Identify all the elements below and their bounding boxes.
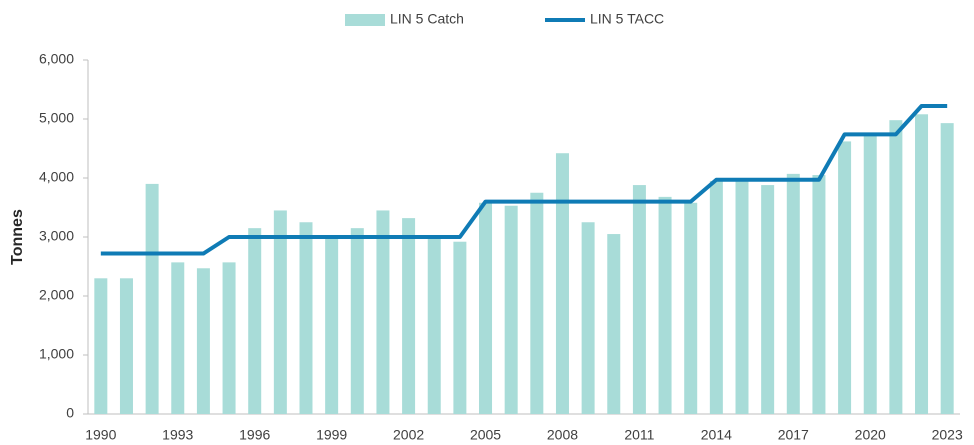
bar xyxy=(402,218,416,414)
bar xyxy=(581,222,595,414)
bar xyxy=(325,238,339,414)
y-tick-label: 5,000 xyxy=(39,110,74,126)
bar xyxy=(863,133,877,414)
bar xyxy=(196,268,210,414)
bar xyxy=(812,175,826,414)
bar xyxy=(786,173,800,414)
bar xyxy=(479,202,493,414)
x-tick-label: 1996 xyxy=(239,427,270,443)
bar xyxy=(299,222,313,414)
bar xyxy=(607,234,621,414)
x-tick-label: 2005 xyxy=(470,427,501,443)
bar xyxy=(171,262,185,414)
y-tick-label: 0 xyxy=(66,405,74,421)
legend-label: LIN 5 Catch xyxy=(390,11,464,27)
y-tick-label: 1,000 xyxy=(39,346,74,362)
bar xyxy=(940,123,954,414)
y-tick-label: 2,000 xyxy=(39,287,74,303)
bar xyxy=(145,183,159,414)
x-tick-label: 2017 xyxy=(778,427,809,443)
x-tick-label: 2008 xyxy=(547,427,578,443)
bar xyxy=(427,238,441,414)
bar xyxy=(453,241,467,414)
bar xyxy=(684,202,698,414)
bar xyxy=(761,185,775,414)
x-tick-label: 2011 xyxy=(624,427,654,443)
y-tick-label: 6,000 xyxy=(39,51,74,67)
bar xyxy=(222,262,236,414)
bar xyxy=(632,185,646,414)
bar xyxy=(504,205,518,414)
bar xyxy=(530,192,544,414)
bar xyxy=(273,210,287,414)
bar xyxy=(119,278,133,414)
line xyxy=(100,104,948,256)
x-tick-label: 2002 xyxy=(393,427,424,443)
x-tick-label: 1993 xyxy=(162,427,193,443)
bar xyxy=(915,114,929,414)
x-tick-label: 1999 xyxy=(316,427,347,443)
bar xyxy=(248,228,262,414)
bar xyxy=(94,278,108,414)
x-tick-label: 2014 xyxy=(701,427,732,443)
x-tick-label: 2023 xyxy=(932,427,963,443)
bar xyxy=(838,141,852,415)
y-axis-title: Tonnes xyxy=(9,209,26,265)
x-tick-label: 1990 xyxy=(85,427,116,443)
bar xyxy=(376,210,390,414)
legend-swatch xyxy=(345,14,385,26)
bar xyxy=(709,180,723,414)
bar xyxy=(555,153,569,414)
bar xyxy=(350,228,364,414)
legend-label: LIN 5 TACC xyxy=(590,11,664,27)
bar xyxy=(889,120,903,415)
y-tick-label: 3,000 xyxy=(39,228,74,244)
bar xyxy=(658,196,672,414)
bar xyxy=(735,180,749,414)
x-tick-label: 2020 xyxy=(855,427,886,443)
y-tick-label: 4,000 xyxy=(39,169,74,185)
